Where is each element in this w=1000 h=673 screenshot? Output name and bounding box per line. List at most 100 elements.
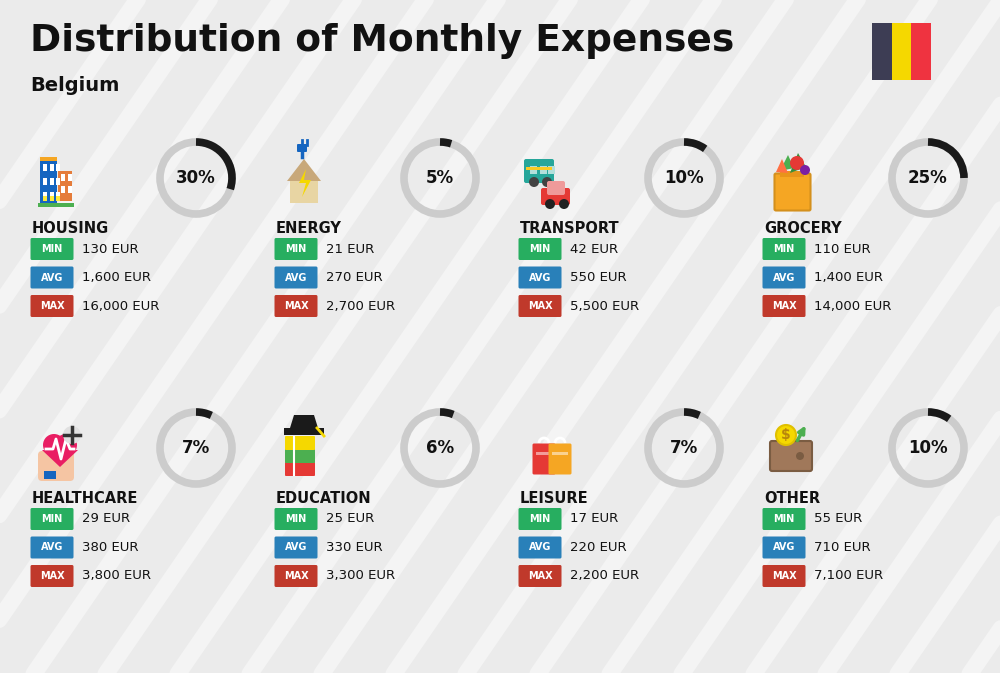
Circle shape — [529, 177, 539, 187]
FancyBboxPatch shape — [30, 295, 74, 317]
Text: AVG: AVG — [773, 273, 795, 283]
FancyBboxPatch shape — [43, 178, 47, 185]
FancyBboxPatch shape — [58, 171, 72, 201]
Text: 2,700 EUR: 2,700 EUR — [326, 299, 395, 312]
Text: 21 EUR: 21 EUR — [326, 242, 374, 256]
FancyBboxPatch shape — [536, 452, 552, 455]
FancyBboxPatch shape — [524, 159, 554, 183]
Text: 42 EUR: 42 EUR — [570, 242, 618, 256]
FancyBboxPatch shape — [911, 23, 931, 80]
Point — [288, 458, 300, 466]
Polygon shape — [287, 159, 321, 181]
FancyBboxPatch shape — [763, 536, 806, 559]
Point — [288, 459, 300, 467]
FancyBboxPatch shape — [274, 565, 318, 587]
FancyBboxPatch shape — [763, 238, 806, 260]
FancyBboxPatch shape — [518, 536, 562, 559]
Text: MAX: MAX — [284, 301, 308, 311]
Text: Belgium: Belgium — [30, 76, 119, 95]
FancyBboxPatch shape — [30, 238, 74, 260]
FancyBboxPatch shape — [50, 196, 54, 201]
FancyBboxPatch shape — [526, 167, 552, 170]
Text: MIN: MIN — [285, 514, 307, 524]
Point — [288, 446, 300, 454]
Text: HEALTHCARE: HEALTHCARE — [32, 491, 138, 506]
Text: MIN: MIN — [529, 244, 551, 254]
FancyBboxPatch shape — [50, 164, 54, 171]
Text: 10%: 10% — [664, 169, 704, 187]
Text: 270 EUR: 270 EUR — [326, 271, 383, 284]
FancyBboxPatch shape — [518, 267, 562, 289]
FancyBboxPatch shape — [274, 508, 318, 530]
Text: HOUSING: HOUSING — [32, 221, 109, 236]
Polygon shape — [780, 155, 794, 171]
FancyBboxPatch shape — [518, 295, 562, 317]
Text: 17 EUR: 17 EUR — [570, 513, 618, 526]
Text: 7%: 7% — [182, 439, 210, 457]
Text: 550 EUR: 550 EUR — [570, 271, 627, 284]
FancyBboxPatch shape — [56, 164, 60, 171]
FancyBboxPatch shape — [540, 166, 547, 174]
FancyBboxPatch shape — [763, 267, 806, 289]
FancyBboxPatch shape — [285, 462, 315, 476]
Point — [296, 153, 308, 161]
Text: MAX: MAX — [40, 301, 64, 311]
Text: 7,100 EUR: 7,100 EUR — [814, 569, 883, 583]
Circle shape — [776, 425, 796, 445]
Text: MAX: MAX — [40, 571, 64, 581]
FancyBboxPatch shape — [285, 436, 315, 450]
Circle shape — [559, 199, 569, 209]
Text: 29 EUR: 29 EUR — [82, 513, 130, 526]
FancyBboxPatch shape — [43, 192, 47, 199]
Text: MIN: MIN — [285, 244, 307, 254]
Text: AVG: AVG — [529, 542, 551, 553]
FancyBboxPatch shape — [892, 23, 911, 80]
FancyBboxPatch shape — [61, 186, 65, 193]
Text: 10%: 10% — [908, 439, 948, 457]
Circle shape — [542, 177, 552, 187]
FancyBboxPatch shape — [763, 565, 806, 587]
Text: 7%: 7% — [670, 439, 698, 457]
Circle shape — [790, 156, 804, 170]
FancyBboxPatch shape — [43, 196, 47, 201]
FancyBboxPatch shape — [274, 536, 318, 559]
Text: MIN: MIN — [773, 244, 795, 254]
Text: AVG: AVG — [285, 542, 307, 553]
FancyBboxPatch shape — [38, 451, 74, 481]
FancyBboxPatch shape — [548, 166, 555, 174]
Text: Distribution of Monthly Expenses: Distribution of Monthly Expenses — [30, 23, 734, 59]
Text: 5,500 EUR: 5,500 EUR — [570, 299, 639, 312]
FancyBboxPatch shape — [290, 181, 318, 203]
FancyBboxPatch shape — [284, 428, 324, 435]
Text: ENERGY: ENERGY — [276, 221, 342, 236]
FancyBboxPatch shape — [518, 238, 562, 260]
Text: LEISURE: LEISURE — [520, 491, 589, 506]
FancyBboxPatch shape — [518, 508, 562, 530]
Text: MAX: MAX — [528, 301, 552, 311]
Text: 330 EUR: 330 EUR — [326, 541, 383, 554]
Text: 25%: 25% — [908, 169, 948, 187]
Polygon shape — [42, 450, 78, 467]
Circle shape — [55, 434, 77, 456]
Polygon shape — [776, 159, 788, 173]
Text: AVG: AVG — [773, 542, 795, 553]
FancyBboxPatch shape — [297, 144, 307, 152]
FancyBboxPatch shape — [763, 295, 806, 317]
FancyBboxPatch shape — [68, 174, 72, 181]
Text: 30%: 30% — [176, 169, 216, 187]
FancyBboxPatch shape — [285, 449, 315, 463]
Text: 710 EUR: 710 EUR — [814, 541, 871, 554]
FancyBboxPatch shape — [763, 508, 806, 530]
FancyBboxPatch shape — [44, 471, 56, 479]
Point — [288, 445, 300, 453]
FancyBboxPatch shape — [61, 174, 65, 181]
Text: 2,200 EUR: 2,200 EUR — [570, 569, 639, 583]
Text: 5%: 5% — [426, 169, 454, 187]
Point — [288, 433, 300, 441]
Polygon shape — [790, 153, 806, 173]
Text: MAX: MAX — [528, 571, 552, 581]
Point — [296, 136, 308, 144]
FancyBboxPatch shape — [30, 565, 74, 587]
Text: MIN: MIN — [41, 514, 63, 524]
FancyBboxPatch shape — [56, 178, 60, 185]
